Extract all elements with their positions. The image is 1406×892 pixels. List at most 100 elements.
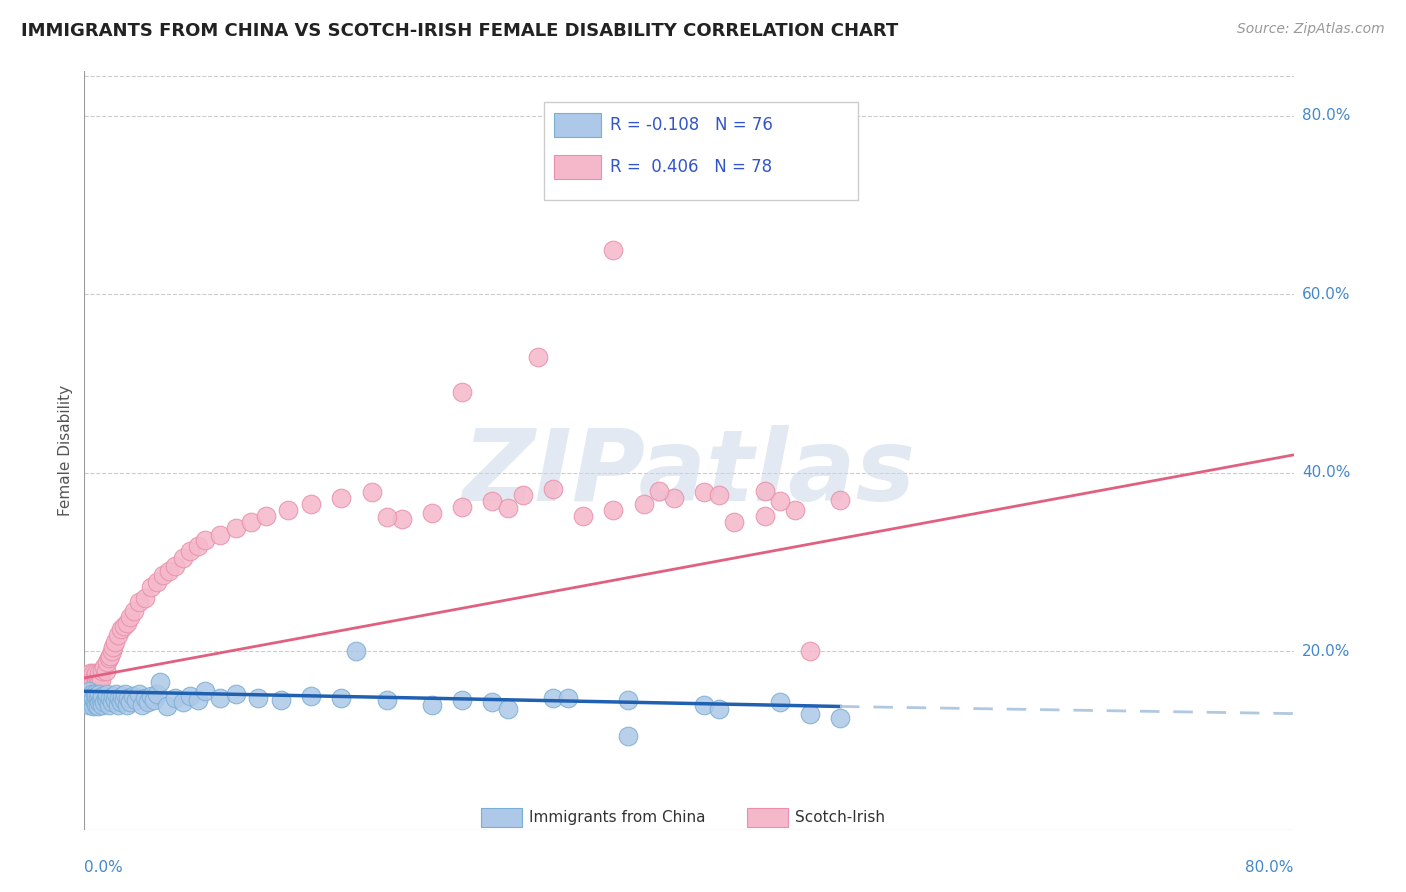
- Point: [131, 698, 153, 712]
- Point: [80, 677, 103, 691]
- Point: [87, 678, 110, 692]
- Point: [87, 671, 110, 685]
- Point: [799, 706, 821, 721]
- Point: [118, 610, 141, 624]
- Point: [98, 648, 121, 663]
- Point: [80, 669, 103, 683]
- Point: [247, 690, 270, 705]
- Point: [96, 693, 118, 707]
- Point: [225, 687, 247, 701]
- Point: [179, 689, 201, 703]
- Point: [100, 695, 122, 709]
- Point: [118, 695, 141, 709]
- Point: [104, 693, 127, 707]
- Point: [89, 666, 111, 681]
- Point: [80, 687, 103, 701]
- Point: [602, 243, 624, 257]
- Point: [693, 698, 716, 712]
- Point: [86, 675, 108, 690]
- Point: [481, 494, 503, 508]
- Point: [146, 687, 169, 701]
- Point: [84, 695, 107, 709]
- Point: [136, 695, 159, 709]
- Point: [783, 503, 806, 517]
- Text: Immigrants from China: Immigrants from China: [529, 810, 706, 825]
- Point: [104, 635, 127, 649]
- Point: [114, 687, 136, 701]
- Point: [149, 675, 172, 690]
- Point: [82, 675, 104, 690]
- Point: [84, 687, 107, 701]
- FancyBboxPatch shape: [554, 113, 600, 137]
- Text: IMMIGRANTS FROM CHINA VS SCOTCH-IRISH FEMALE DISABILITY CORRELATION CHART: IMMIGRANTS FROM CHINA VS SCOTCH-IRISH FE…: [21, 22, 898, 40]
- Point: [172, 550, 194, 565]
- Point: [86, 666, 108, 681]
- Point: [79, 671, 101, 685]
- Point: [420, 698, 443, 712]
- Point: [97, 651, 120, 665]
- Point: [496, 702, 519, 716]
- Point: [541, 690, 564, 705]
- Point: [80, 696, 103, 710]
- Point: [87, 699, 110, 714]
- Point: [77, 684, 100, 698]
- Point: [830, 711, 852, 725]
- Point: [94, 664, 117, 678]
- Y-axis label: Female Disability: Female Disability: [58, 384, 73, 516]
- Point: [134, 690, 156, 705]
- Text: 20.0%: 20.0%: [1302, 644, 1350, 658]
- Point: [830, 492, 852, 507]
- Point: [121, 689, 143, 703]
- Point: [93, 660, 115, 674]
- Point: [254, 508, 277, 523]
- Point: [541, 482, 564, 496]
- Point: [105, 687, 128, 701]
- Point: [157, 564, 180, 578]
- Point: [93, 695, 115, 709]
- Point: [110, 695, 132, 709]
- Point: [84, 680, 107, 694]
- Point: [209, 528, 232, 542]
- Point: [496, 501, 519, 516]
- Point: [648, 483, 671, 498]
- Point: [678, 180, 700, 194]
- Point: [91, 698, 114, 712]
- Point: [299, 689, 322, 703]
- FancyBboxPatch shape: [554, 155, 600, 179]
- Point: [89, 675, 111, 690]
- FancyBboxPatch shape: [544, 102, 858, 201]
- Point: [117, 690, 139, 705]
- Point: [225, 521, 247, 535]
- Point: [82, 699, 104, 714]
- Point: [107, 628, 129, 642]
- Point: [360, 485, 382, 500]
- Point: [84, 669, 107, 683]
- Point: [101, 640, 124, 654]
- Point: [299, 497, 322, 511]
- Point: [107, 698, 129, 712]
- FancyBboxPatch shape: [481, 807, 522, 827]
- Point: [115, 615, 138, 630]
- Point: [89, 687, 111, 701]
- Point: [111, 689, 134, 703]
- Point: [100, 644, 122, 658]
- Point: [617, 729, 640, 743]
- Point: [693, 485, 716, 500]
- Point: [602, 503, 624, 517]
- Point: [75, 693, 97, 707]
- Point: [209, 690, 232, 705]
- Point: [90, 693, 112, 707]
- Point: [108, 690, 131, 705]
- Point: [112, 693, 135, 707]
- Point: [128, 687, 150, 701]
- Point: [754, 508, 776, 523]
- Point: [96, 687, 118, 701]
- Point: [512, 488, 534, 502]
- Point: [451, 385, 474, 400]
- Point: [86, 698, 108, 712]
- Point: [527, 350, 550, 364]
- FancyBboxPatch shape: [747, 807, 789, 827]
- Point: [723, 515, 745, 529]
- Point: [709, 702, 731, 716]
- Point: [769, 695, 792, 709]
